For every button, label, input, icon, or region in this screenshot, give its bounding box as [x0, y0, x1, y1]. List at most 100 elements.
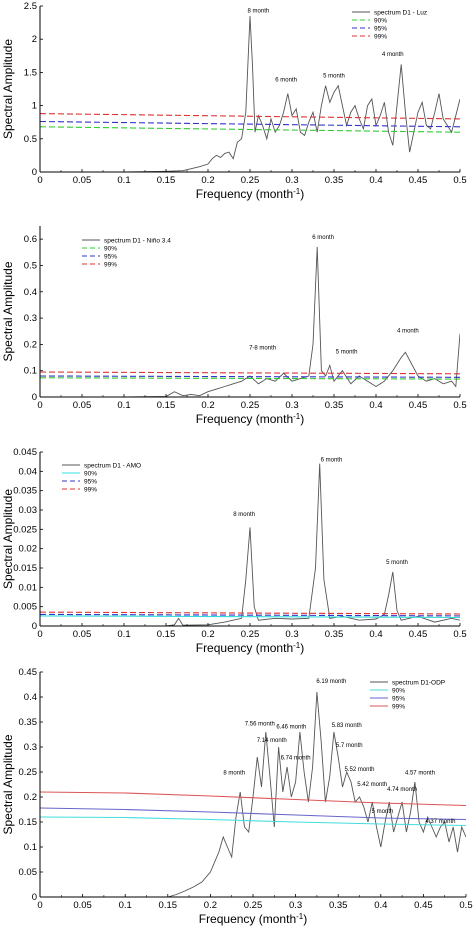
chart-panel-3: 0 0.05 0.1 0.15 0.2 0.25 0.3 0.35 0.4 0.45 0.5 0 0.0…	[1, 447, 467, 655]
peak-annotation: 6.74 month	[281, 756, 311, 762]
x-tick-label: 0.3	[289, 900, 302, 911]
legend-label: 95%	[374, 25, 387, 32]
y-tick-label: 0.1	[24, 366, 37, 377]
x-tick-label: 0.15	[157, 175, 176, 186]
x-tick-label: 0.4	[369, 629, 382, 640]
legend-label: 99%	[104, 261, 117, 268]
peak-annotation: 4.57 month	[405, 771, 435, 777]
peak-annotation: 7.14 month	[257, 738, 287, 744]
legend-label: 95%	[84, 478, 97, 485]
x-tick-label: 0	[37, 629, 42, 640]
x-axis-title-main: Frequency (month	[196, 412, 293, 426]
x-axis-title: Frequency (month-1)	[196, 187, 305, 201]
spectrum-line	[40, 246, 460, 397]
legend: spectrum D1 - Niño 3.490%95%99%	[82, 237, 171, 268]
significance-line-99	[40, 791, 466, 807]
peak-annotation: 7.56 month	[245, 722, 275, 728]
x-tick-label: 0.3	[285, 400, 298, 411]
x-tick-label: 0.25	[241, 175, 260, 186]
x-tick-label: 0.1	[117, 400, 130, 411]
y-tick-label: 0.45	[19, 667, 38, 678]
y-tick-label: 0.4	[24, 692, 37, 703]
x-tick-label: 0.4	[369, 175, 382, 186]
y-tick-label: 0	[32, 392, 37, 403]
x-tick-label: 0.35	[329, 900, 348, 911]
x-axis-title-main: Frequency (month	[196, 187, 293, 201]
x-tick-label: 0.35	[325, 400, 344, 411]
y-tick-label: 1	[32, 101, 37, 112]
peak-annotation: 5 month	[386, 560, 408, 566]
peak-annotation: 6.19 month	[316, 679, 346, 685]
peak-annotation: 5 month	[372, 809, 394, 815]
x-tick-label: 0	[37, 175, 42, 186]
legend-label: 99%	[392, 703, 405, 710]
x-axis-title: Frequency (month-1)	[196, 412, 305, 426]
significance-line-95	[40, 613, 460, 617]
legend-label: spectrum D1 - Niño 3.4	[104, 237, 171, 244]
significance-line-90	[40, 615, 460, 619]
x-axis-title-sup: -1	[293, 412, 301, 421]
plot-area	[40, 691, 466, 897]
chart-panel-4: 0 0.05 0.1 0.15 0.2 0.25 0.3 0.35 0.4 0.45 0.5 0 0.0…	[1, 667, 473, 926]
x-tick-label: 0.25	[241, 400, 260, 411]
legend-label: 95%	[104, 253, 117, 260]
peak-annotation: 4 month	[382, 52, 404, 58]
y-axis-title: Spectral Amplitude	[1, 261, 15, 361]
x-tick-label: 0.2	[201, 629, 214, 640]
peak-annotation: 4.74 month	[387, 787, 417, 793]
peak-annotation: 6.46 month	[276, 725, 306, 731]
x-axis-title-sup: -1	[293, 187, 301, 196]
legend-label: spectrum D1 - Luz	[374, 9, 427, 16]
peak-annotation: 6 month	[275, 78, 297, 84]
y-tick-label: 0.2	[24, 792, 37, 803]
x-axis-title: Frequency (month-1)	[196, 641, 305, 655]
peak-annotation: 8 month	[223, 771, 245, 777]
significance-line-95	[40, 120, 460, 128]
x-tick-label: 0.45	[409, 175, 428, 186]
y-tick-label: 0.045	[13, 447, 37, 458]
y-tick-label: 0.05	[19, 867, 38, 878]
x-axis-title-end: )	[300, 641, 304, 655]
x-tick-label: 0	[37, 900, 42, 911]
x-tick-label: 0.5	[453, 175, 466, 186]
spectrum-line	[40, 691, 466, 897]
x-tick-label: 0.15	[157, 629, 176, 640]
x-tick-label: 0.3	[285, 629, 298, 640]
plot-area	[40, 463, 460, 626]
x-axis-title-main: Frequency (month	[199, 912, 296, 926]
y-tick-label: 0	[32, 892, 37, 903]
x-tick-label: 0.1	[117, 629, 130, 640]
significance-line-99	[40, 371, 460, 375]
x-tick-label: 0.1	[119, 900, 132, 911]
peak-annotation: 5.52 month	[344, 767, 374, 773]
x-tick-label: 0.2	[204, 900, 217, 911]
x-tick-label: 0.35	[325, 175, 344, 186]
x-tick-label: 0.5	[459, 900, 472, 911]
peak-annotation: 8 month	[248, 9, 270, 15]
plot-area	[40, 246, 460, 397]
peak-annotation: 7-8 month	[249, 346, 276, 352]
x-tick-label: 0.05	[73, 900, 92, 911]
y-axis-title: Spectral Amplitude	[1, 734, 15, 834]
peak-annotation: 8 month	[233, 512, 255, 518]
y-tick-label: 0.035	[13, 486, 37, 497]
plot-area	[40, 15, 460, 172]
y-axis-title: Spectral Amplitude	[1, 489, 15, 589]
y-tick-label: 0.2	[24, 339, 37, 350]
x-axis-title-main: Frequency (month	[196, 641, 293, 655]
y-tick-label: 0.6	[24, 234, 37, 245]
x-tick-label: 0.5	[453, 400, 466, 411]
y-axis-title: Spectral Amplitude	[1, 39, 15, 139]
x-tick-label: 0.3	[285, 175, 298, 186]
peak-annotation: 6 month	[321, 458, 343, 464]
significance-line-99	[40, 611, 460, 615]
x-tick-label: 0.45	[409, 629, 428, 640]
y-tick-label: 1.5	[24, 67, 37, 78]
peak-annotation: 5 month	[336, 350, 358, 356]
significance-line-90	[40, 377, 460, 380]
significance-line-95	[40, 807, 466, 821]
legend-label: 99%	[374, 33, 387, 40]
